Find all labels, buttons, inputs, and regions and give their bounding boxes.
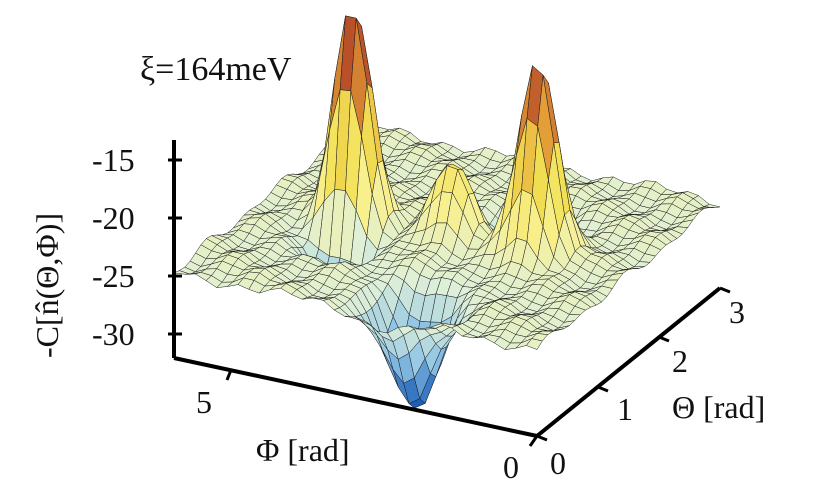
x-axis-title: Θ [rad] <box>672 389 765 425</box>
surface-facet <box>525 338 543 350</box>
z-tick-label-3: -30 <box>92 316 135 352</box>
z-tick-label-2: -25 <box>92 258 135 294</box>
y-tick-mark-5 <box>225 369 233 381</box>
y-tick-label-0: 0 <box>503 449 519 485</box>
z-tick-label-1: -20 <box>92 200 135 236</box>
x-tick-label-1: 1 <box>617 391 633 427</box>
z-axis-title: -C[n̂(Θ,Φ)] <box>29 213 65 358</box>
y-axis-title: Φ [rad] <box>256 432 350 468</box>
parameter-annotation: ξ=164meV <box>140 51 292 88</box>
z-tick-label-0: -15 <box>92 142 135 178</box>
x-tick-mark-3 <box>719 286 731 294</box>
y-tick-mark-0 <box>528 435 539 447</box>
surface-mesh <box>173 15 721 409</box>
x-tick-mark-2 <box>658 335 670 343</box>
y-tick-label-5: 5 <box>196 384 212 420</box>
x-tick-mark-1 <box>597 385 609 393</box>
tick-marks <box>168 158 731 447</box>
x-tick-label-0: 0 <box>550 445 566 481</box>
axes <box>172 140 722 438</box>
y-axis-line <box>173 356 538 438</box>
x-tick-label-3: 3 <box>729 294 745 330</box>
x-tick-mark-0 <box>536 434 548 442</box>
x-tick-label-2: 2 <box>672 343 688 379</box>
x-axis-line <box>535 286 722 438</box>
